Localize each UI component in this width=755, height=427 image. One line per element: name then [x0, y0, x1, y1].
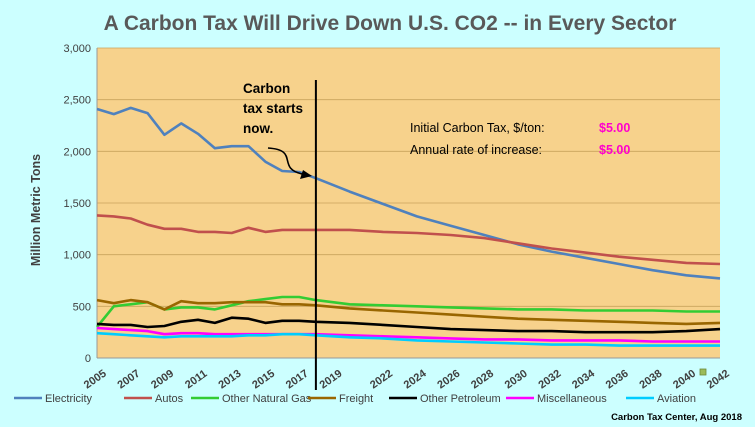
- x-tick-label: 2019: [318, 368, 345, 392]
- y-axis-ticks: 0 500 1,000 1,500 2,000 2,500 3,000: [63, 43, 91, 365]
- y-tick-label: 0: [85, 353, 91, 365]
- x-tick-label: 2005: [82, 368, 109, 392]
- chart-title: A Carbon Tax Will Drive Down U.S. CO2 --…: [104, 12, 677, 35]
- data-point-marker: [699, 368, 707, 376]
- tax-parameters: Initial Carbon Tax, $/ton: $5.00 Annual ra…: [410, 121, 630, 157]
- param-value: $5.00: [599, 121, 630, 135]
- y-tick-label: 1,500: [63, 198, 91, 210]
- legend-entry: Other Natural Gas: [222, 393, 312, 405]
- annotation-line: Carbon: [243, 81, 290, 96]
- x-tick-label: 2030: [503, 368, 530, 392]
- legend-entry: Electricity: [45, 393, 93, 405]
- x-axis-ticks: 2005 2007 2009 2011 2013 2015 2017 2019 2022 2024…: [82, 367, 732, 391]
- param-label: Initial Carbon Tax, $/ton:: [410, 121, 545, 135]
- x-tick-label: 2042: [705, 368, 732, 392]
- series-line-autos: [96, 214, 721, 266]
- legend-entry: Aviation: [657, 393, 696, 405]
- legend-entry: Autos: [155, 393, 184, 405]
- x-tick-label: 2034: [570, 367, 598, 391]
- x-tick-label: 2024: [402, 367, 430, 391]
- y-tick-label: 1,000: [63, 250, 91, 262]
- source-credit: Carbon Tax Center, Aug 2018: [611, 412, 742, 423]
- annotation-arrow: [267, 147, 303, 175]
- y-tick-label: 2,000: [63, 146, 91, 158]
- x-tick-label: 2036: [604, 368, 631, 392]
- y-tick-label: 500: [73, 301, 91, 313]
- x-tick-label: 2013: [217, 368, 244, 392]
- series-line-other-petroleum: [96, 316, 721, 334]
- param-value: $5.00: [599, 143, 630, 157]
- x-tick-label: 2032: [536, 368, 563, 392]
- y-tick-label: 3,000: [63, 43, 91, 55]
- y-tick-label: 2,500: [63, 95, 91, 107]
- x-tick-label: 2011: [183, 368, 209, 392]
- annotation-line: now.: [243, 121, 273, 136]
- series-line-freight: [96, 298, 721, 326]
- x-tick-label: 2017: [284, 368, 311, 392]
- legend-entry: Other Petroleum: [420, 393, 501, 405]
- x-tick-label: 2009: [149, 368, 176, 392]
- series-line-aviation: [96, 331, 720, 347]
- legend: Electricity Autos Other Natural Gas Freight…: [14, 393, 696, 405]
- x-tick-label: 2026: [435, 368, 462, 392]
- x-tick-label: 2007: [115, 368, 142, 392]
- annotation-line: tax starts: [243, 101, 303, 116]
- x-tick-label: 2028: [469, 368, 496, 392]
- x-tick-label: 2040: [671, 368, 698, 392]
- legend-entry: Miscellaneous: [537, 393, 607, 405]
- legend-entry: Freight: [339, 393, 373, 405]
- carbon-tax-annotation: Carbon tax starts now.: [243, 81, 312, 179]
- annotation-arrowhead: [300, 170, 312, 179]
- param-label: Annual rate of increase:: [410, 143, 542, 157]
- x-tick-label: 2015: [250, 368, 277, 392]
- x-tick-label: 2038: [637, 368, 664, 392]
- y-axis-label: Million Metric Tons: [29, 154, 43, 266]
- x-tick-label: 2022: [368, 368, 395, 392]
